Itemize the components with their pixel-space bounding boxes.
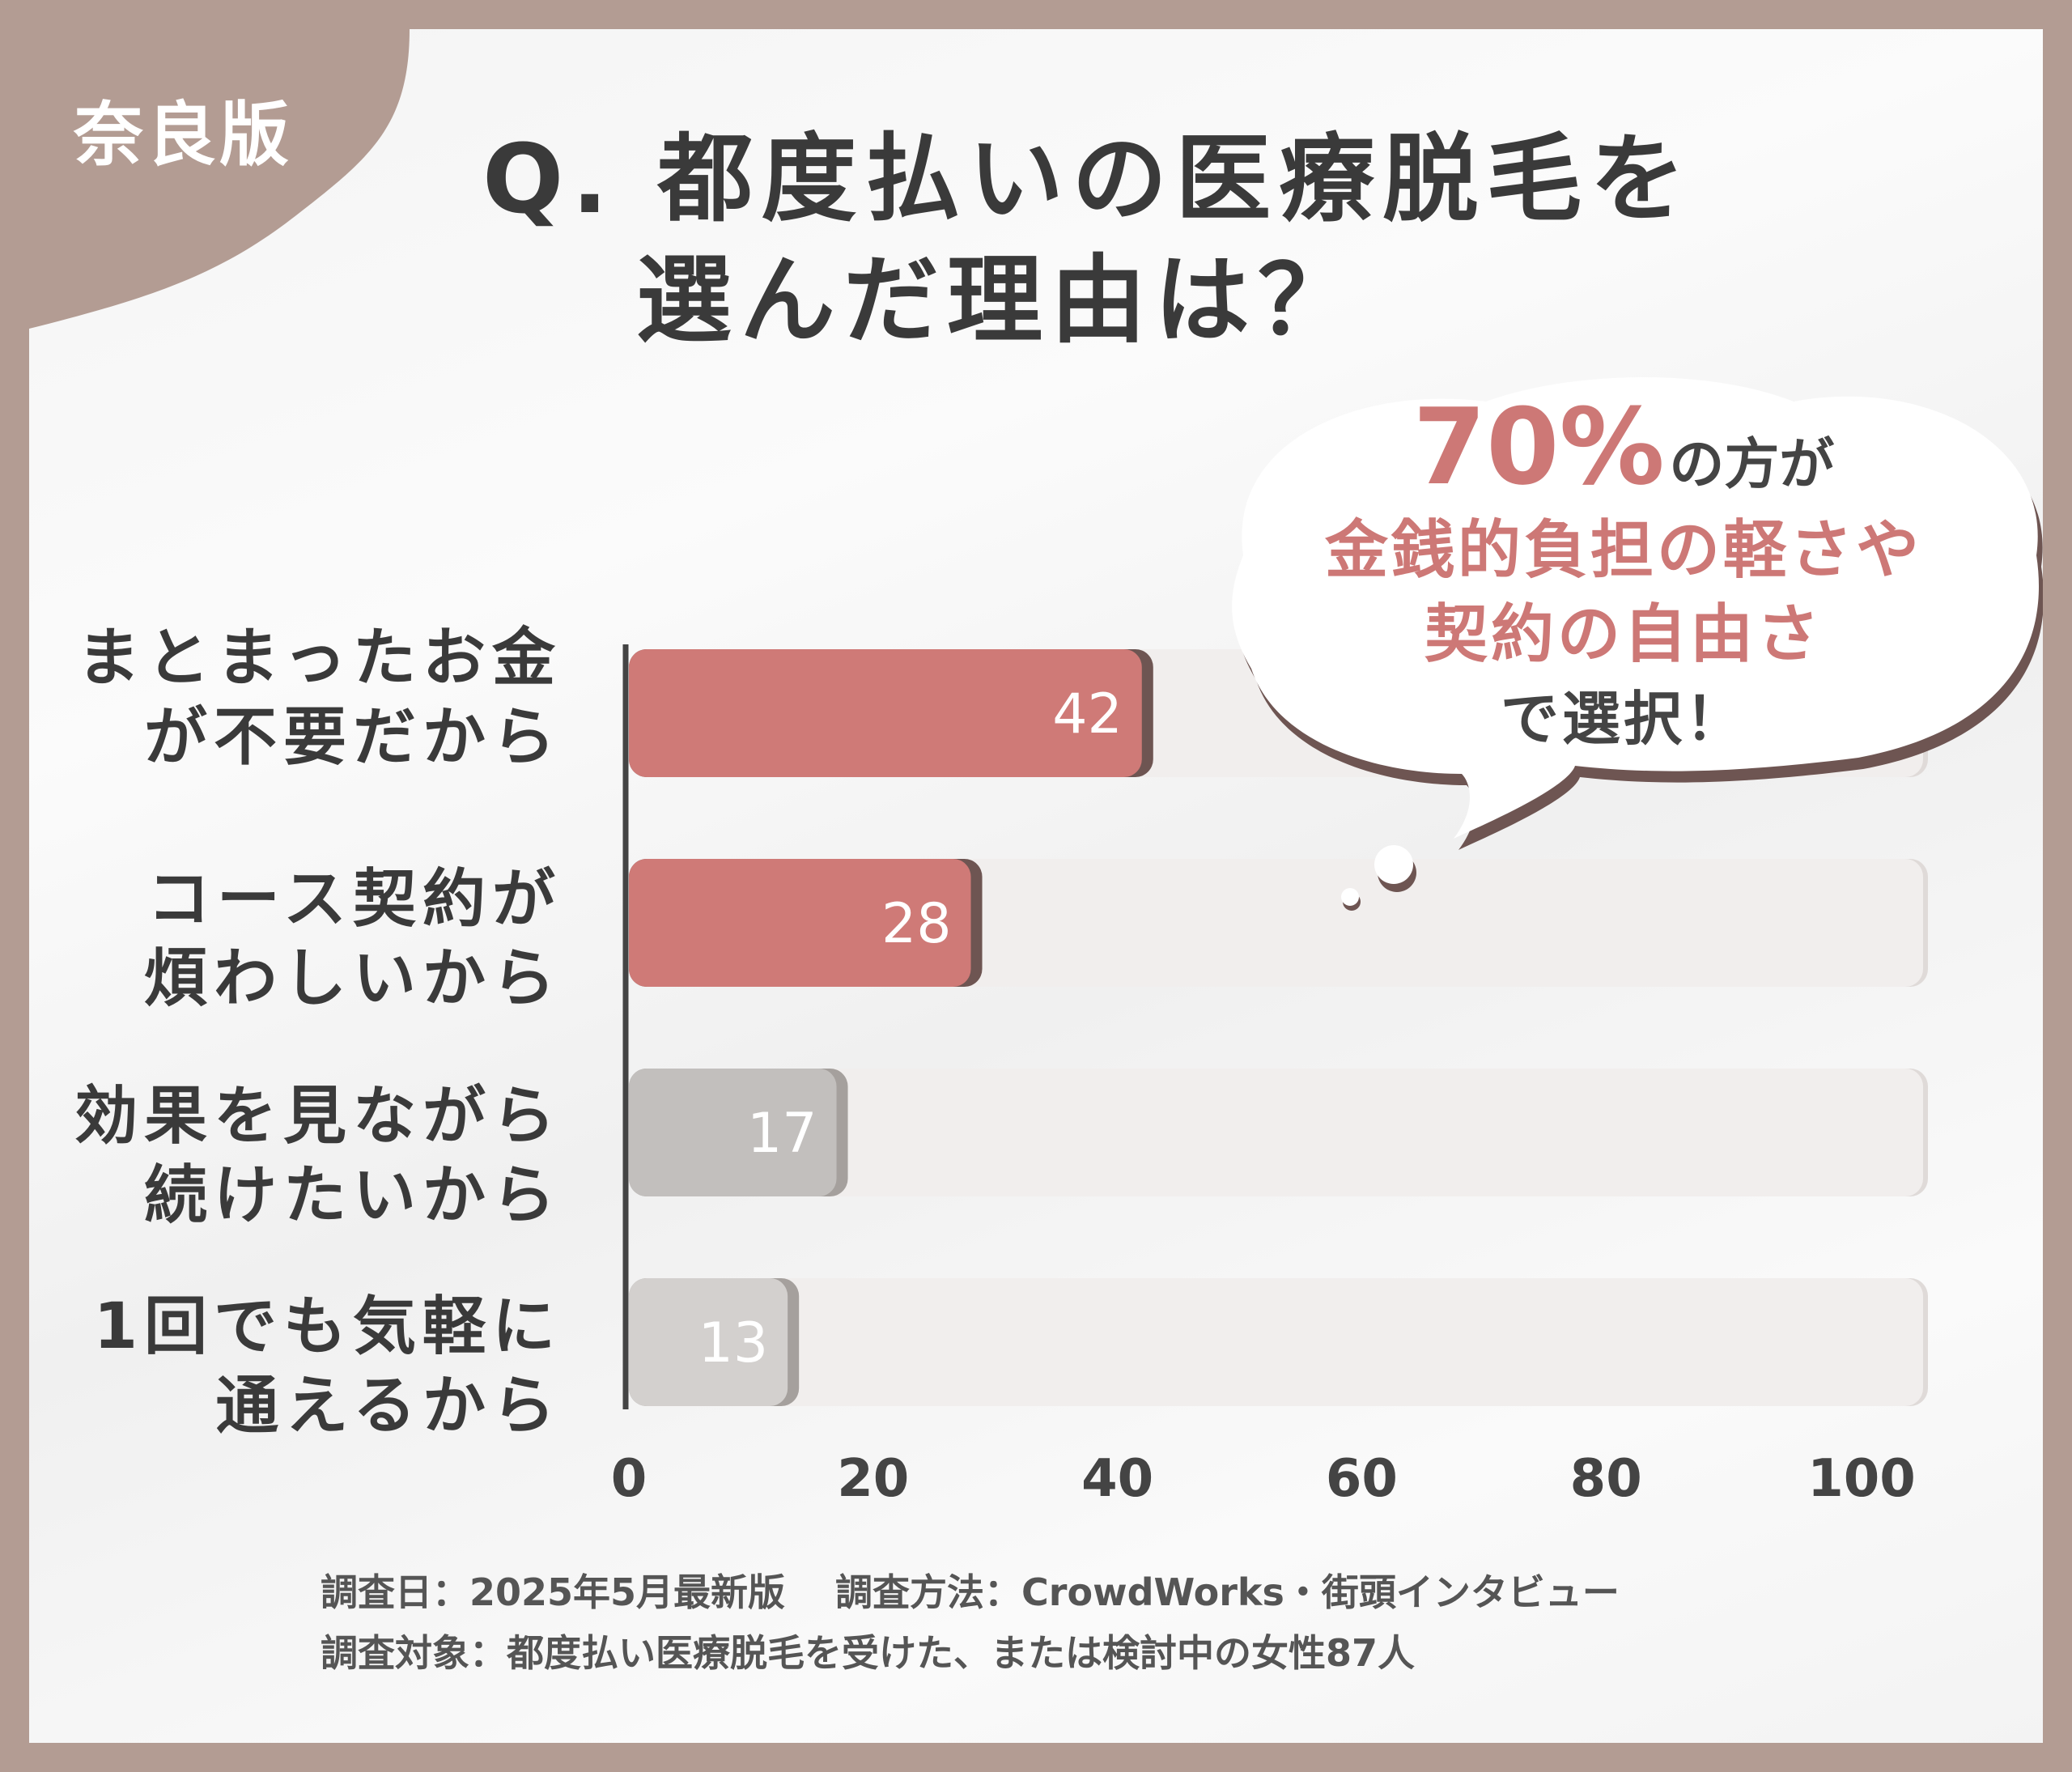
bar-value-label-2: 28 [881,892,952,956]
callout-percent: 70% [1412,385,1665,508]
callout-line-3: 契約の自由さ [1424,598,1823,671]
category-label-1-line-1: まとまったお金 [77,622,562,695]
bar-4 [629,1278,788,1406]
bar-value-label-3: 17 [747,1102,817,1166]
bar-1 [629,649,1142,777]
x-tick-label-60: 60 [1326,1449,1398,1509]
x-tick-label-100: 100 [1807,1449,1916,1509]
callout-line-1: 70% の方が [1243,385,2004,508]
category-label-3-line-2: 続けたいから [143,1159,562,1232]
corner-badge-shape [29,29,410,329]
question-line-2: 選んだ理由は？ [636,244,1362,356]
category-label-3-line-1: 効果を見ながら [74,1080,562,1153]
category-label-3: 効果を見ながら 続けたいから [29,1077,562,1235]
x-tick-label-20: 20 [837,1449,909,1509]
category-label-4-line-1: 1回でも気軽に [93,1290,562,1363]
survey-line-1: 調査日：2025年5月最新版 調査方法：CrowdWorks・街頭インタビュー [321,1570,1620,1614]
bar-2 [629,859,971,987]
callout-text: 70% の方が 金銭的負担の軽さや 契約の自由さ で選択！ [1243,385,2004,761]
x-tick-label-0: 0 [611,1449,648,1509]
callout-after-percent: の方が [1669,433,1835,497]
speech-bubble [1232,377,2043,911]
category-label-2-line-1: コース契約が [146,863,562,936]
category-label-1: まとまったお金 が不要だから [29,618,562,777]
bar-3 [629,1069,837,1196]
infographic-card: 奈良版 Q. 都度払いの医療脱毛を 選んだ理由は？ 42 28 17 13 0 20 40 6… [29,29,2043,1743]
category-label-4-line-2: 通えるから [215,1370,562,1443]
bar-track-4 [629,1278,1923,1406]
region-badge: 奈良版 [74,95,292,176]
bar-value-label-4: 13 [698,1311,769,1375]
survey-line-2: 調査対象：都度払い医療脱毛を受けた、または検討中の女性87人 [321,1631,1416,1675]
x-tick-label-40: 40 [1081,1449,1153,1509]
callout-line-4: で選択！ [1500,685,1747,753]
category-label-2-line-2: 煩わしいから [143,942,562,1015]
category-label-1-line-2: が不要だから [143,701,562,774]
bar-track-3 [629,1069,1923,1196]
x-tick-label-80: 80 [1570,1449,1642,1509]
bar-value-label-1: 42 [1052,682,1123,746]
category-label-2: コース契約が 煩わしいから [29,860,562,1018]
callout-line-2: 金銭的負担の軽さや [1324,514,1922,587]
question-title: Q. 都度払いの医療脱毛を 選んだ理由は？ [482,118,1858,361]
question-line-1: Q. 都度払いの医療脱毛を [482,123,1694,235]
category-label-4: 1回でも気軽に 通えるから [29,1287,562,1446]
